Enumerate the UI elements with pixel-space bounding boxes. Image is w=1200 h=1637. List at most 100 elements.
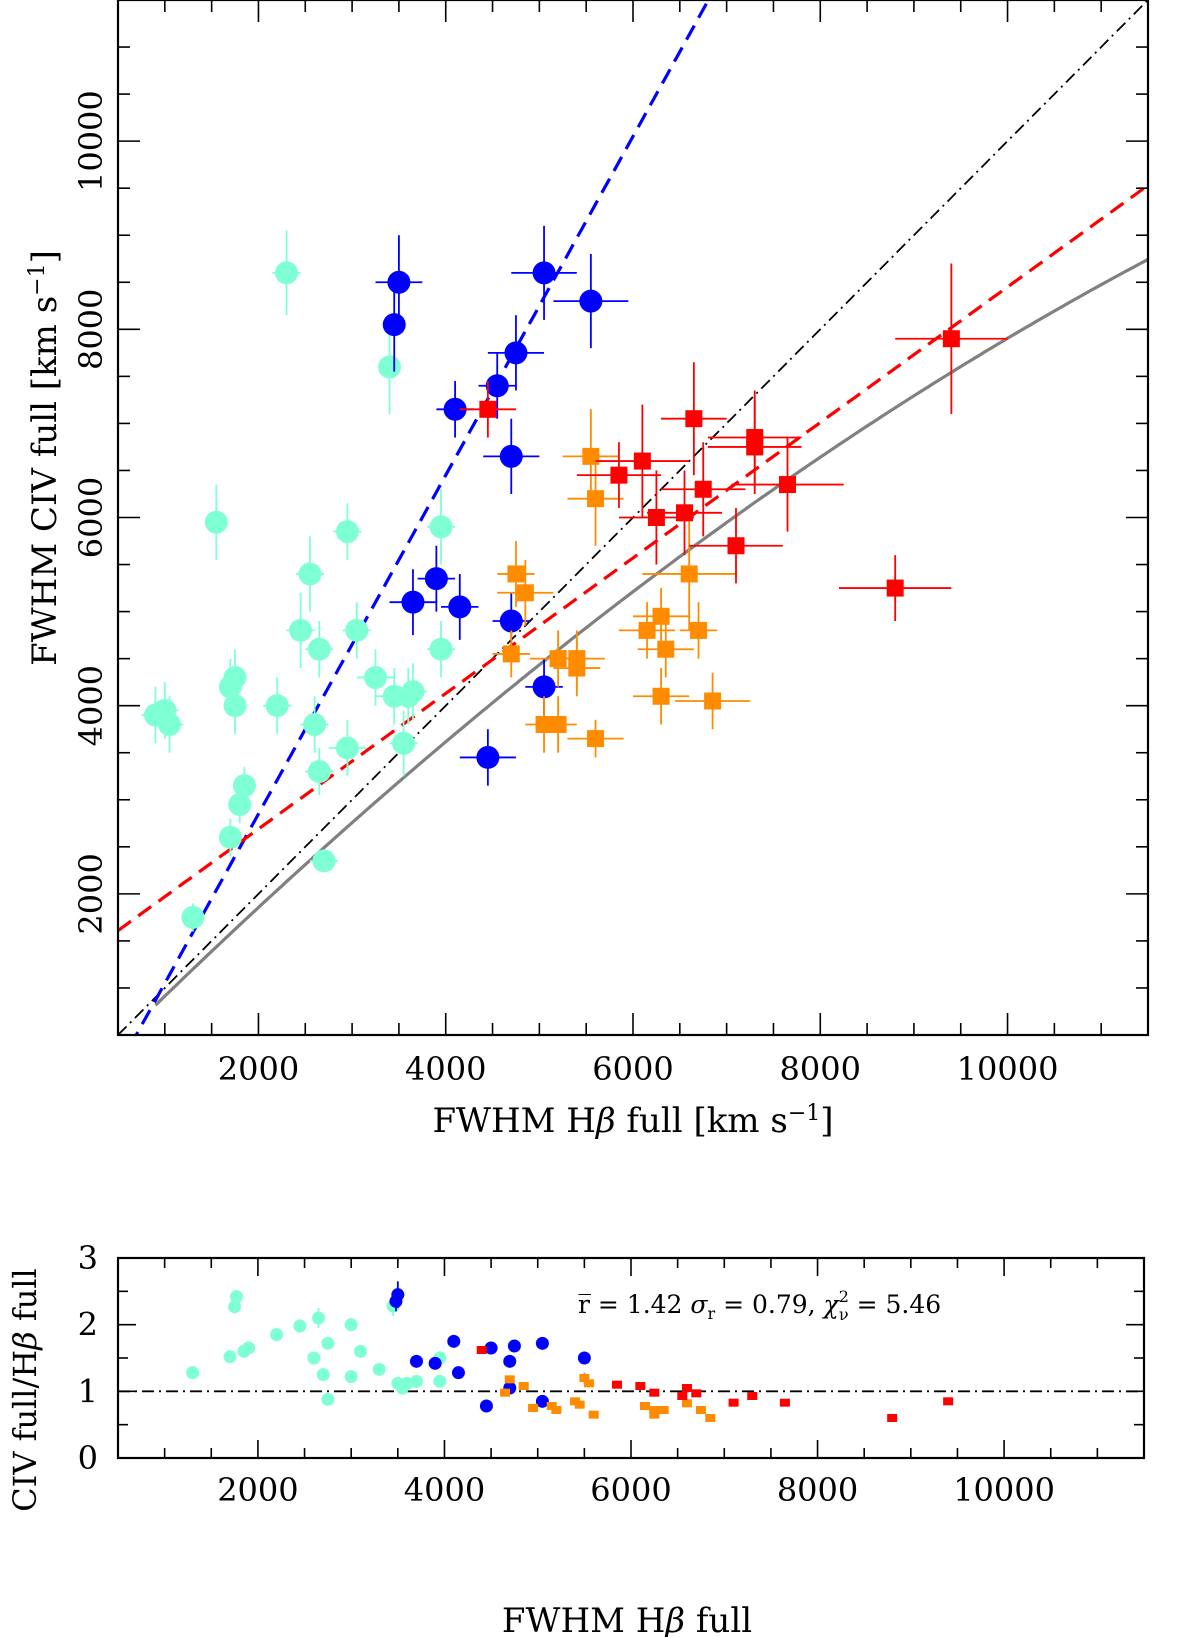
- cyan-ratio-point: [409, 1374, 423, 1388]
- orange-data-point: [642, 517, 736, 631]
- cyan-data-point: [155, 696, 184, 753]
- orange-ratio-point: [518, 1382, 529, 1390]
- ratio-x-axis-label: FWHM Hβ full: [502, 1601, 752, 1637]
- blue-data-point: [441, 573, 479, 640]
- red-ratio-point: [779, 1398, 790, 1407]
- orange-ratio-point: [695, 1406, 706, 1414]
- main-y-tick-label: 6000: [72, 477, 110, 558]
- red-data-point: [661, 362, 727, 476]
- orange-ratio-point: [705, 1414, 716, 1422]
- blue-ratio-point: [507, 1339, 521, 1353]
- cyan-data-point: [272, 230, 301, 316]
- cyan-ratio-point: [433, 1374, 447, 1388]
- orange-ratio-point: [504, 1375, 515, 1384]
- cyan-ratio-point: [307, 1351, 321, 1365]
- red-ratio-point: [677, 1392, 688, 1400]
- cyan-data-point: [305, 748, 334, 796]
- blue-data-point: [389, 569, 437, 636]
- main-y-tick-label: 10000: [72, 90, 110, 192]
- blue-fit-line: [134, 0, 711, 1035]
- main-x-tick-label: 4000: [405, 1050, 486, 1088]
- red-data-point: [689, 508, 783, 584]
- cyan-ratio-point: [321, 1336, 335, 1350]
- blue-ratio-point: [503, 1354, 517, 1368]
- orange-ratio-point: [588, 1410, 599, 1419]
- orange-ratio-point: [681, 1399, 692, 1408]
- cyan-data-point: [263, 677, 292, 734]
- red-data-point: [661, 442, 746, 537]
- red-ratio-point: [691, 1389, 702, 1398]
- red-data-point: [839, 555, 952, 621]
- ratio-statistics-annotation: r̅ = 1.42 σr = 0.79, χ2 ν = 5.46: [578, 1287, 941, 1324]
- main-x-tick-label: 6000: [592, 1050, 673, 1088]
- blue-data-point: [483, 418, 540, 494]
- red-data-point: [459, 381, 516, 438]
- cyan-data-point: [309, 849, 339, 873]
- ratio-x-tick-label: 2000: [217, 1471, 298, 1509]
- red-ratio-point: [943, 1397, 954, 1406]
- red-ratio-point: [476, 1346, 487, 1354]
- red-data-point: [595, 404, 690, 518]
- ratio-x-tick-label: 10000: [953, 1471, 1055, 1509]
- cyan-ratio-point: [372, 1362, 386, 1376]
- blue-ratio-point: [409, 1354, 423, 1368]
- cyan-data-point: [427, 621, 456, 678]
- blue-data-point: [375, 235, 423, 330]
- orange-data-point: [567, 719, 624, 758]
- main-scatter-panel: 2000 4000 6000 8000 10000 2000 4000 6000 8000 10…: [25, 0, 1150, 1141]
- cyan-data-point: [223, 649, 247, 706]
- main-x-axis-label: FWHM Hβ full [km s−1]: [432, 1101, 833, 1141]
- cyan-data-point: [333, 503, 362, 560]
- orange-data-point: [497, 541, 535, 607]
- cyan-data-point: [389, 710, 418, 777]
- red-data-point: [707, 390, 802, 485]
- red-data-point: [576, 442, 662, 509]
- cyan-data-point: [342, 602, 371, 659]
- main-y-tick-label: 4000: [72, 665, 110, 746]
- main-x-tick-label: 2000: [218, 1050, 299, 1088]
- orange-data-point: [679, 602, 718, 659]
- cyan-ratio-point: [242, 1341, 256, 1355]
- orange-data-point: [675, 672, 751, 730]
- blue-ratio-point: [535, 1394, 549, 1408]
- cyan-data-point: [378, 319, 402, 414]
- cyan-ratio-point: [293, 1319, 307, 1333]
- orange-ratio-point: [528, 1404, 539, 1412]
- ratio-y-tick-label: 1: [78, 1372, 98, 1410]
- ratio-x-tick-label: 8000: [777, 1471, 858, 1509]
- cyan-data-point: [181, 903, 205, 932]
- main-y-tick-label: 2000: [72, 853, 110, 934]
- cyan-data-point: [232, 766, 256, 805]
- orange-data-point: [553, 639, 601, 697]
- blue-ratio-point: [535, 1336, 549, 1350]
- cyan-data-point: [305, 621, 334, 678]
- blue-ratio-point: [484, 1341, 498, 1355]
- cyan-data-point: [204, 484, 228, 560]
- orange-ratio-point: [500, 1388, 511, 1397]
- main-x-tick-label: 10000: [957, 1050, 1059, 1088]
- red-ratio-point: [635, 1382, 646, 1390]
- blue-ratio-point: [428, 1356, 442, 1370]
- blue-ratio-point: [447, 1334, 461, 1348]
- cyan-ratio-point: [186, 1366, 200, 1380]
- red-ratio-point: [747, 1392, 758, 1400]
- cyan-ratio-point: [344, 1370, 358, 1384]
- cyan-ratio-point: [229, 1290, 243, 1304]
- ratio-y-axis-label: CIV full/Hβ full: [6, 1268, 44, 1512]
- orange-data-point: [492, 630, 530, 678]
- ratio-y-tick-label: 0: [78, 1439, 98, 1477]
- orange-ratio-point: [639, 1402, 650, 1410]
- orange-data-point: [633, 668, 690, 725]
- orange-ratio-point: [658, 1406, 669, 1414]
- cyan-ratio-point: [344, 1318, 358, 1332]
- red-ratio-point: [612, 1380, 623, 1389]
- cyan-data-point: [328, 719, 367, 777]
- cyan-data-point: [300, 696, 329, 753]
- orange-ratio-point: [574, 1400, 585, 1409]
- orange-data-point: [539, 696, 577, 753]
- blue-data-point: [487, 315, 545, 391]
- blue-ratio-point: [451, 1366, 465, 1380]
- blue-data-point: [459, 729, 516, 786]
- cyan-data-point: [398, 663, 427, 720]
